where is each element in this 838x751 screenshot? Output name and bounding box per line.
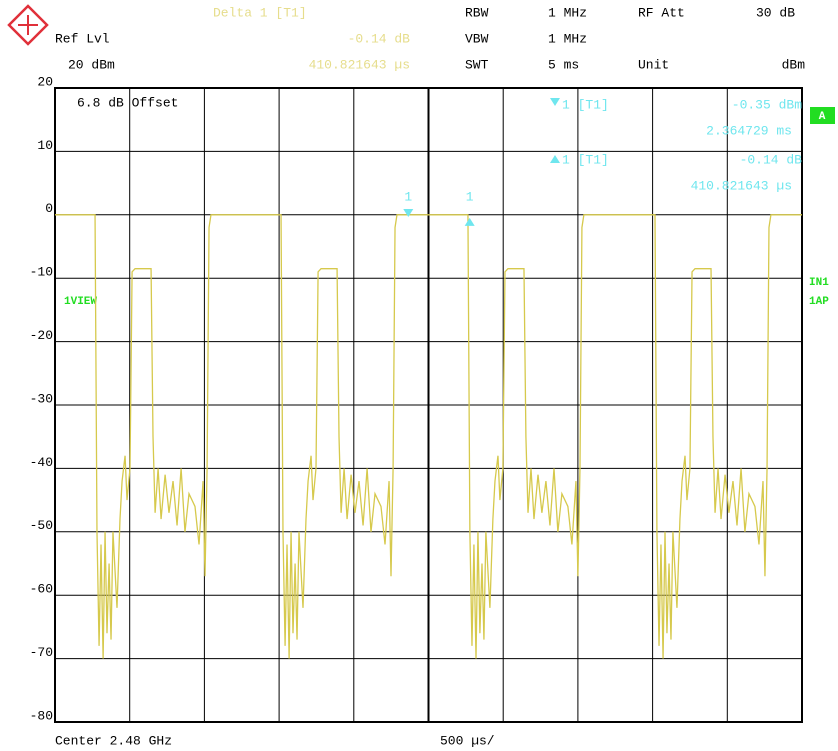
- marker-label: 1: [466, 189, 474, 204]
- y-tick-label: 10: [37, 138, 53, 153]
- marker-symbol: [550, 98, 560, 106]
- view: 1VIEW: [64, 296, 97, 308]
- att-label: RF Att: [638, 5, 685, 20]
- marker-level: -0.14 dB: [740, 152, 803, 167]
- y-tick-label: -60: [30, 582, 53, 597]
- swt-label: SWT: [465, 57, 489, 72]
- marker-info: 1 [T1]: [562, 152, 609, 167]
- y-tick-label: -40: [30, 455, 53, 470]
- trace-badge: [810, 107, 835, 124]
- vbw-value: 1 MHz: [548, 31, 587, 46]
- swt-value: 5 ms: [548, 57, 579, 72]
- span-per-div: 500 µs/: [440, 733, 495, 748]
- vbw-label: VBW: [465, 31, 489, 46]
- y-tick-label: -10: [30, 265, 53, 280]
- delta-position: 410.821643 µs: [309, 57, 410, 72]
- unit-value: dBm: [782, 57, 806, 72]
- rbw-value: 1 MHz: [548, 5, 587, 20]
- y-tick-label: -20: [30, 328, 53, 343]
- y-tick-label: -50: [30, 518, 53, 533]
- marker-symbol: [550, 155, 560, 163]
- marker-level: -0.35 dBm: [732, 97, 802, 112]
- ref-value: 20 dBm: [68, 57, 115, 72]
- delta-title: Delta 1 [T1]: [213, 5, 307, 20]
- y-tick-label: -80: [30, 708, 53, 723]
- delta-level: -0.14 dB: [348, 31, 411, 46]
- y-tick-label: -70: [30, 645, 53, 660]
- plot-frame: [54, 87, 803, 723]
- center: Center 2.48 GHz: [55, 733, 172, 748]
- detector: 1AP: [809, 296, 829, 308]
- ref-label: Ref Lvl: [55, 31, 110, 46]
- offset: 6.8 dB Offset: [77, 95, 178, 110]
- marker-position: 2.364729 ms: [706, 123, 792, 138]
- trace: [55, 214, 802, 659]
- input: IN1: [809, 277, 829, 289]
- marker: [403, 209, 414, 218]
- trace-mode: A: [819, 111, 826, 123]
- att-value: 30 dB: [756, 5, 795, 20]
- marker: [464, 217, 475, 226]
- y-tick-label: 0: [45, 201, 53, 216]
- marker-info: 1 [T1]: [562, 97, 609, 112]
- rbw-label: RBW: [465, 5, 489, 20]
- logo: [7, 4, 49, 46]
- marker-position: 410.821643 µs: [691, 178, 792, 193]
- unit-label: Unit: [638, 57, 669, 72]
- marker-label: 1: [404, 189, 412, 204]
- y-tick-label: 20: [37, 74, 53, 89]
- y-tick-label: -30: [30, 391, 53, 406]
